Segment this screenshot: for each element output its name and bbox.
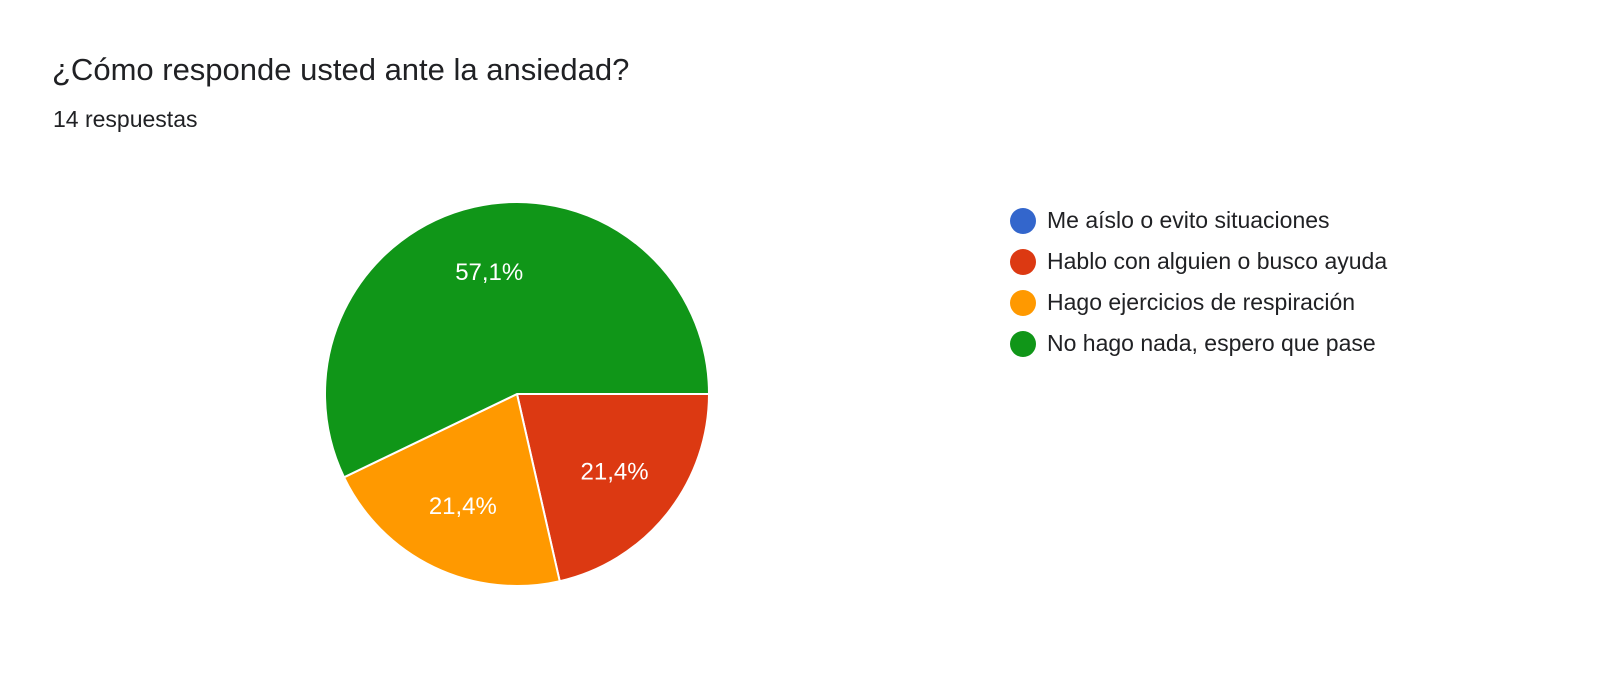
legend-item-hago-ejercicios-de-respiracion[interactable]: Hago ejercicios de respiración xyxy=(1010,282,1387,323)
chart-title: ¿Cómo responde usted ante la ansiedad? xyxy=(52,52,630,87)
legend-label: Hablo con alguien o busco ayuda xyxy=(1047,248,1388,274)
legend-swatch xyxy=(1010,248,1036,275)
legend-swatch xyxy=(1010,330,1036,357)
pie-chart: 21,4% 21,4% 57,1% xyxy=(324,201,711,587)
legend-label: Hago ejercicios de respiración xyxy=(1047,289,1356,315)
slice-label-no-hago-nada-espero-que-pase: 57,1% xyxy=(455,259,523,286)
legend-swatch xyxy=(1010,207,1036,234)
legend-item-hablo-con-alguien-o-busco-ayuda[interactable]: Hablo con alguien o busco ayuda xyxy=(1010,241,1387,282)
slice-label-hago-ejercicios-de-respiracion: 21,4% xyxy=(429,493,497,520)
chart-legend: Me aíslo o evito situaciones Hablo con al… xyxy=(1010,200,1387,364)
pie-slice-no-hago-nada-espero-que-pase[interactable] xyxy=(324,201,711,479)
pie-slice-hago-ejercicios-de-respiracion[interactable] xyxy=(342,392,561,587)
response-count: 14 respuestas xyxy=(53,106,198,132)
slice-label-hablo-con-alguien-o-busco-ayuda: 21,4% xyxy=(581,458,649,485)
legend-item-me-aislo-o-evito-situaciones[interactable]: Me aíslo o evito situaciones xyxy=(1010,200,1387,241)
legend-item-no-hago-nada-espero-que-pase[interactable]: No hago nada, espero que pase xyxy=(1010,323,1387,364)
legend-label: No hago nada, espero que pase xyxy=(1047,330,1376,356)
legend-label: Me aíslo o evito situaciones xyxy=(1047,207,1330,233)
legend-swatch xyxy=(1010,289,1036,316)
pie-slice-hablo-con-alguien-o-busco-ayuda[interactable] xyxy=(515,393,711,583)
